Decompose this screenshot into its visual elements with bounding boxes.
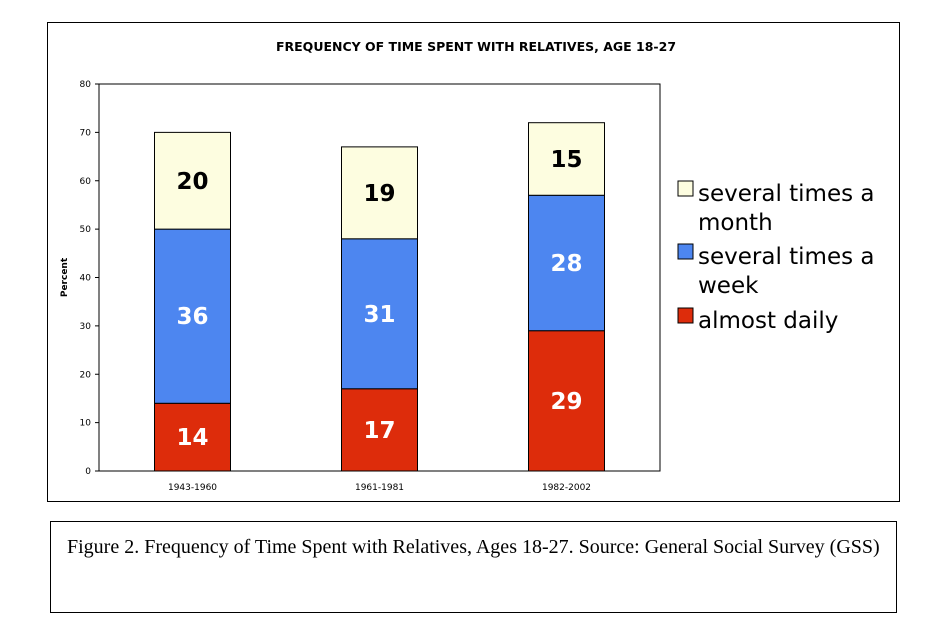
bar-segment	[154, 402, 231, 472]
bar-data-label: 20	[176, 169, 208, 195]
bar-data-label: 31	[363, 302, 395, 328]
figure-caption-text: Figure 2. Frequency of Time Spent with R…	[67, 536, 880, 558]
y-tick-label: 30	[80, 322, 92, 332]
figure-caption-box: Figure 2. Frequency of Time Spent with R…	[50, 521, 897, 613]
legend-label: several times a	[698, 181, 875, 207]
bar-data-label: 14	[176, 425, 208, 451]
chart-title: FREQUENCY OF TIME SPENT WITH RELATIVES, …	[276, 39, 676, 54]
y-tick-label: 80	[80, 80, 92, 90]
x-tick-label: 1982-2002	[542, 483, 591, 493]
legend-label: month	[698, 210, 773, 236]
legend-label: week	[698, 273, 759, 299]
bar-segment	[341, 238, 418, 390]
y-tick-label: 40	[80, 274, 92, 284]
x-tick-label: 1943-1960	[168, 483, 217, 493]
bar-data-label: 28	[550, 251, 582, 277]
legend-swatch	[677, 307, 694, 324]
bar-data-label: 29	[550, 389, 582, 415]
legend-item: almost daily	[677, 307, 838, 334]
stacked-bar-chart: FREQUENCY OF TIME SPENT WITH RELATIVES, …	[60, 39, 875, 493]
y-tick-label: 70	[80, 128, 92, 138]
bar-segment	[528, 194, 605, 332]
y-axis-title: Percent	[60, 257, 70, 297]
bar-segment	[341, 146, 418, 240]
legend-item: several times a week	[677, 243, 875, 299]
bar-data-label: 17	[363, 418, 395, 444]
legend-swatch	[677, 243, 694, 260]
bar-data-label: 15	[550, 147, 582, 173]
y-tick-label: 60	[80, 177, 92, 187]
chart-frame: FREQUENCY OF TIME SPENT WITH RELATIVES, …	[47, 22, 900, 502]
chart-legend: several times a month several times a week a…	[677, 180, 875, 334]
plot-area: 0 10 20 30 40 50 60 70 80 Percent 14 36 20 1943-1960 1…	[60, 80, 661, 493]
legend-swatch	[677, 180, 694, 197]
legend-label: almost daily	[698, 308, 838, 334]
y-tick-label: 50	[80, 225, 92, 235]
legend-item: several times a month	[677, 180, 875, 236]
bar-segment	[528, 330, 605, 472]
bar-segment	[528, 122, 605, 196]
y-tick-label: 0	[85, 467, 91, 477]
bar-data-label: 19	[363, 181, 395, 207]
bar-segment	[154, 131, 231, 230]
legend-label: several times a	[698, 244, 875, 270]
y-tick-label: 20	[80, 370, 92, 380]
y-tick-label: 10	[80, 419, 92, 429]
bar-data-label: 36	[176, 304, 208, 330]
bar-segment	[341, 388, 418, 472]
bar-segment	[154, 228, 231, 404]
x-tick-label: 1961-1981	[355, 483, 404, 493]
